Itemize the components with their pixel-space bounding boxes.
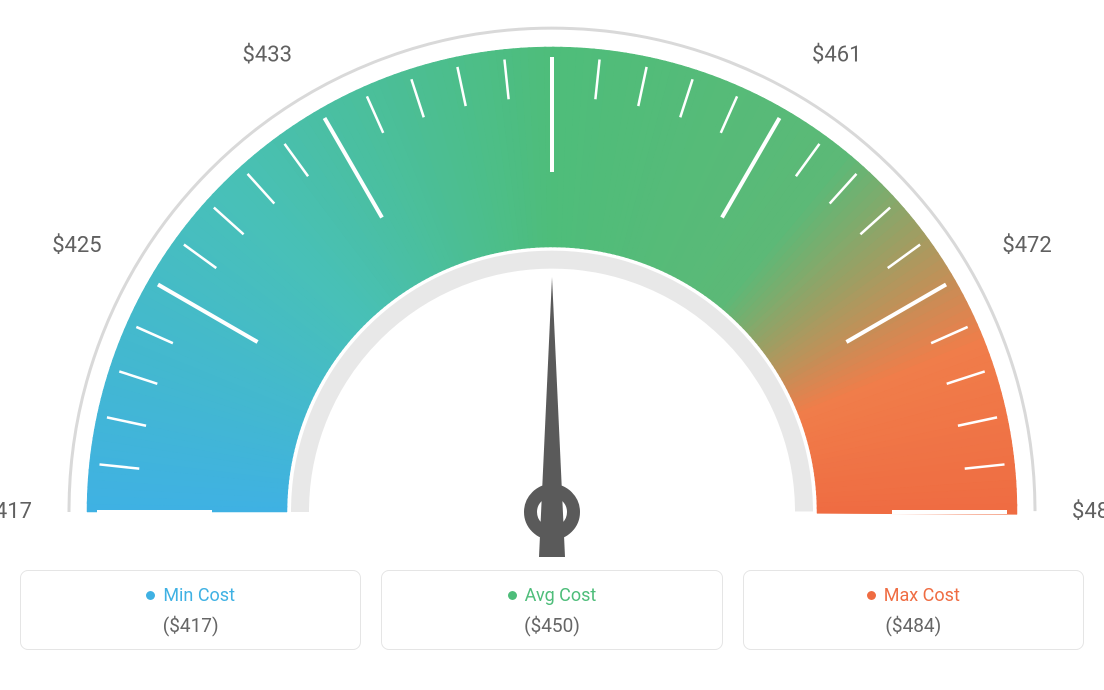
legend-label-avg: Avg Cost — [525, 585, 597, 606]
gauge-chart-container: $417$425$433$450$461$472$484 Min Cost ($… — [0, 0, 1104, 690]
legend-dot-min — [146, 591, 155, 600]
tick-label: $433 — [243, 43, 292, 68]
tick-label: $484 — [1072, 499, 1104, 524]
tick-label: $472 — [1002, 233, 1051, 258]
legend-value-max: ($484) — [744, 614, 1083, 637]
legend-value-min: ($417) — [21, 614, 360, 637]
legend-label-min: Min Cost — [163, 585, 235, 606]
legend-title-min: Min Cost — [146, 585, 235, 606]
legend-card-max: Max Cost ($484) — [743, 570, 1084, 650]
legend-title-max: Max Cost — [867, 585, 960, 606]
tick-label: $417 — [0, 499, 32, 524]
legend-value-avg: ($450) — [382, 614, 721, 637]
legend-dot-avg — [508, 591, 517, 600]
legend-card-min: Min Cost ($417) — [20, 570, 361, 650]
legend-row: Min Cost ($417) Avg Cost ($450) Max Cost… — [0, 560, 1104, 670]
tick-label: $461 — [812, 43, 861, 68]
legend-dot-max — [867, 591, 876, 600]
legend-card-avg: Avg Cost ($450) — [381, 570, 722, 650]
legend-title-avg: Avg Cost — [508, 585, 597, 606]
gauge-svg: $417$425$433$450$461$472$484 — [0, 0, 1104, 560]
gauge-area: $417$425$433$450$461$472$484 — [0, 0, 1104, 560]
tick-label: $425 — [52, 233, 101, 258]
gauge-needle — [539, 277, 565, 557]
legend-label-max: Max Cost — [884, 585, 960, 606]
